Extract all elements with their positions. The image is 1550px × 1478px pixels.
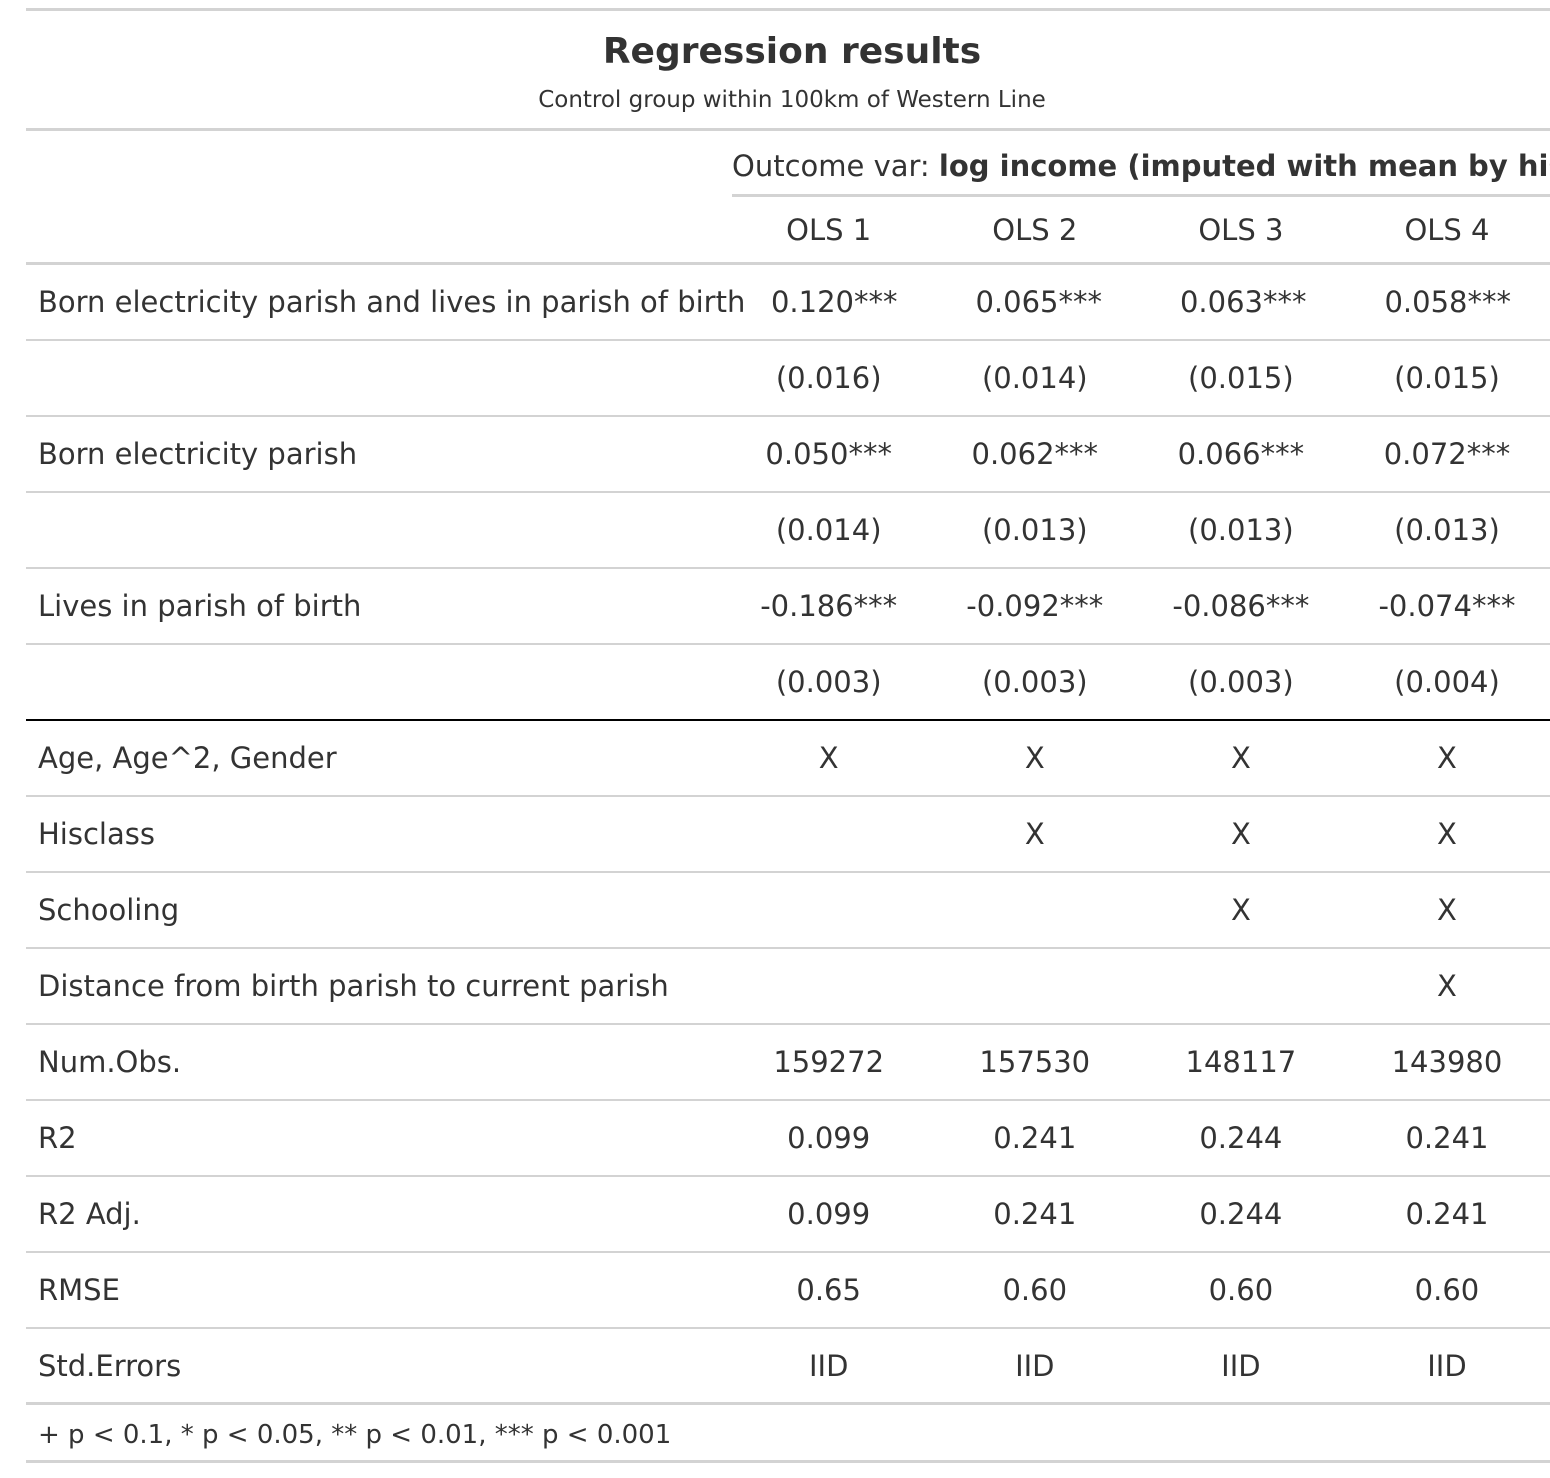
table-cell: 0.60 [1208, 1273, 1274, 1307]
row-label: Std.Errors [38, 1348, 182, 1383]
table-cell: IID [1015, 1348, 1055, 1383]
table-row: Born electricity parish and lives in par… [26, 265, 1550, 341]
row-label: Born electricity parish [38, 437, 358, 471]
table-cell: -0.186*** [760, 589, 898, 623]
table-cell: (0.003) [775, 665, 882, 699]
table-cell: (0.015) [1394, 361, 1500, 395]
row-label: Lives in parish of birth [38, 589, 362, 623]
title-rule [26, 128, 1550, 131]
table-cell: 143980 [1391, 1045, 1503, 1079]
row-label: Born electricity parish and lives in par… [38, 285, 746, 319]
table-row: (0.014) (0.013) (0.013) (0.013) [26, 493, 1550, 569]
column-header: OLS 4 [1404, 212, 1490, 247]
table-cell: X [1437, 817, 1457, 851]
table-title: Regression results [602, 31, 982, 72]
column-header: OLS 2 [992, 212, 1078, 247]
table-cell: X [1230, 741, 1251, 775]
row-label: Hisclass [38, 817, 155, 851]
table-cell: IID [1221, 1348, 1261, 1383]
table-cell: 0.241 [993, 1121, 1077, 1155]
table-cell: 0.099 [787, 1121, 871, 1155]
table-row: (0.003) (0.003) (0.003) (0.004) [26, 645, 1550, 721]
table-cell: (0.013) [981, 513, 1088, 547]
outcome-spanner: Outcome var: log income (imputed with me… [732, 148, 1550, 184]
table-cell: 0.120*** [770, 285, 898, 319]
spanner-outcome: log income (imputed with mean by hisco) [938, 149, 1550, 183]
table-cell: X [1437, 893, 1457, 927]
table-row: Born electricity parish 0.050*** 0.062**… [26, 417, 1550, 493]
row-label: R2 Adj. [38, 1197, 141, 1231]
row-label: Schooling [38, 893, 180, 927]
table-cell: 0.099 [787, 1197, 871, 1231]
table-cell: X [818, 741, 839, 775]
table-cell: X [1437, 969, 1457, 1003]
table-cell: (0.014) [775, 513, 882, 547]
table-cell: IID [1427, 1348, 1467, 1383]
column-spanner: Outcome var: log income (imputed with me… [26, 131, 1550, 197]
spanner-rule [732, 194, 1550, 197]
table-footnote: + p < 0.1, * p < 0.05, ** p < 0.01, *** … [26, 1405, 1550, 1463]
table-row: R2 Adj. 0.099 0.241 0.244 0.241 [26, 1177, 1550, 1253]
table-row: R2 0.099 0.241 0.244 0.241 [26, 1101, 1550, 1177]
table-subtitle: Control group within 100km of Western Li… [538, 87, 1046, 113]
table-cell: (0.015) [1188, 361, 1294, 395]
table-cell: 0.062*** [971, 437, 1099, 471]
column-header-row: OLS 1 OLS 2 OLS 3 OLS 4 [26, 197, 1550, 265]
table-cell: 0.60 [1002, 1273, 1068, 1307]
table-cell: 159272 [773, 1045, 885, 1079]
table-cell: (0.016) [775, 361, 882, 395]
table-cell: X [1024, 741, 1045, 775]
table-cell: 0.241 [993, 1197, 1077, 1231]
column-header: OLS 1 [786, 212, 872, 247]
table-cell: 0.063*** [1179, 285, 1307, 319]
table-cell: X [1437, 741, 1457, 775]
table-row: (0.016) (0.014) (0.015) (0.015) [26, 341, 1550, 417]
row-label: RMSE [38, 1273, 120, 1307]
row-label: R2 [38, 1121, 77, 1155]
row-label: Num.Obs. [38, 1045, 182, 1079]
table-cell: 157530 [979, 1045, 1091, 1079]
table-cell: 0.244 [1199, 1121, 1283, 1155]
table-cell: 0.65 [796, 1273, 861, 1307]
table-cell: X [1230, 893, 1251, 927]
table-cell: -0.086*** [1172, 589, 1310, 623]
spanner-prefix: Outcome var: [732, 149, 939, 183]
table-cell: (0.014) [981, 361, 1088, 395]
table-cell: 148117 [1185, 1045, 1297, 1079]
table-cell: -0.092*** [966, 589, 1104, 623]
table-row: Lives in parish of birth -0.186*** -0.09… [26, 569, 1550, 645]
table-cell: (0.004) [1394, 665, 1500, 699]
table-cell: 0.072*** [1383, 437, 1511, 471]
row-label: Age, Age^2, Gender [38, 741, 337, 775]
table-cell: 0.60 [1414, 1273, 1480, 1307]
table-cell: 0.244 [1199, 1197, 1283, 1231]
top-rule [26, 8, 1550, 11]
table-row: Hisclass X X X [26, 797, 1550, 873]
column-header: OLS 3 [1198, 212, 1284, 247]
table-cell: X [1024, 817, 1045, 851]
table-cell: 0.241 [1405, 1197, 1489, 1231]
table-row: Distance from birth parish to current pa… [26, 949, 1550, 1025]
table-cell: -0.074*** [1378, 589, 1516, 623]
table-cell: 0.066*** [1177, 437, 1305, 471]
table-row: RMSE 0.65 0.60 0.60 0.60 [26, 1253, 1550, 1329]
table-cell: 0.241 [1405, 1121, 1489, 1155]
row-label: Distance from birth parish to current pa… [38, 969, 669, 1003]
table-cell: 0.065*** [975, 285, 1103, 319]
table-cell: 0.058*** [1384, 285, 1512, 319]
table-row: Age, Age^2, Gender X X X X [26, 721, 1550, 797]
table-cell: (0.013) [1188, 513, 1294, 547]
table-row: Schooling X X [26, 873, 1550, 949]
table-cell: (0.003) [981, 665, 1088, 699]
table-row: Num.Obs. 159272 157530 148117 143980 [26, 1025, 1550, 1101]
regression-table: Regression results Control group within … [26, 8, 1550, 1463]
table-cell: X [1230, 817, 1251, 851]
table-cell: 0.050*** [765, 437, 892, 471]
table-cell: (0.013) [1394, 513, 1500, 547]
table-row: Std.Errors IID IID IID IID [26, 1329, 1550, 1405]
table-cell: (0.003) [1188, 665, 1294, 699]
table-cell: IID [808, 1348, 849, 1383]
